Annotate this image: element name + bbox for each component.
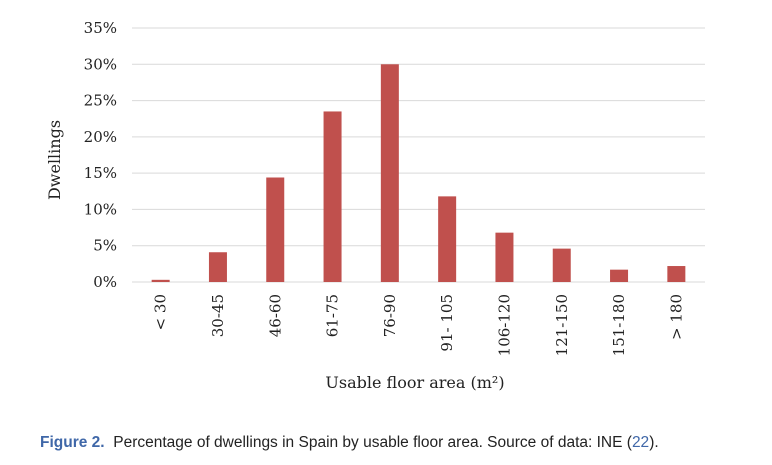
y-tick-label: 25% xyxy=(84,92,117,110)
y-tick-label: 5% xyxy=(93,237,117,255)
y-tick-label: 30% xyxy=(84,55,117,73)
bar xyxy=(667,266,686,282)
x-axis-title: Usable floor area (m²) xyxy=(325,373,504,392)
bar xyxy=(380,64,399,283)
bar xyxy=(151,279,170,282)
bar xyxy=(552,248,571,282)
y-tick-label: 20% xyxy=(84,128,117,146)
y-axis-title: Dwellings xyxy=(45,120,64,200)
gridlines xyxy=(132,27,705,283)
x-tick-label: 121-150 xyxy=(553,294,571,356)
x-tick-label: 91- 105 xyxy=(438,294,456,352)
bar xyxy=(266,177,285,282)
bar xyxy=(208,252,227,282)
x-tick-label: < 30 xyxy=(152,294,170,330)
x-tick-label: > 180 xyxy=(667,294,685,340)
caption-end: ). xyxy=(649,434,659,451)
bar-chart: 0% 5% 10% 15% 20% 25% 30% 35% < 30 30-45 46-60 61-… xyxy=(45,19,705,392)
y-tick-label: 15% xyxy=(84,164,117,182)
figure-caption: Figure 2. Percentage of dwellings in Spa… xyxy=(40,434,760,452)
bars xyxy=(151,64,686,283)
caption-text: Percentage of dwellings in Spain by usab… xyxy=(113,434,632,451)
y-tick-labels: 0% 5% 10% 15% 20% 25% 30% 35% xyxy=(84,19,117,291)
bar xyxy=(438,196,457,282)
y-tick-label: 35% xyxy=(84,19,117,37)
figure-label: Figure 2. xyxy=(40,434,105,451)
bar xyxy=(323,111,342,282)
bar xyxy=(495,232,514,282)
x-tick-label: 106-120 xyxy=(495,294,513,356)
x-tick-label: 61-75 xyxy=(324,294,342,337)
x-tick-label: 30-45 xyxy=(209,294,227,337)
x-tick-label: 151-180 xyxy=(610,294,628,356)
reference-link[interactable]: 22 xyxy=(631,434,650,451)
y-tick-label: 0% xyxy=(93,273,117,291)
y-tick-label: 10% xyxy=(84,200,117,218)
x-tick-label: 46-60 xyxy=(266,294,284,337)
chart-container: 0% 5% 10% 15% 20% 25% 30% 35% < 30 30-45 46-60 61-… xyxy=(45,19,705,392)
bar xyxy=(610,269,629,282)
x-tick-label: 76-90 xyxy=(381,294,399,337)
x-tick-labels: < 30 30-45 46-60 61-75 76-90 91- 105 106-120 12… xyxy=(152,294,686,356)
